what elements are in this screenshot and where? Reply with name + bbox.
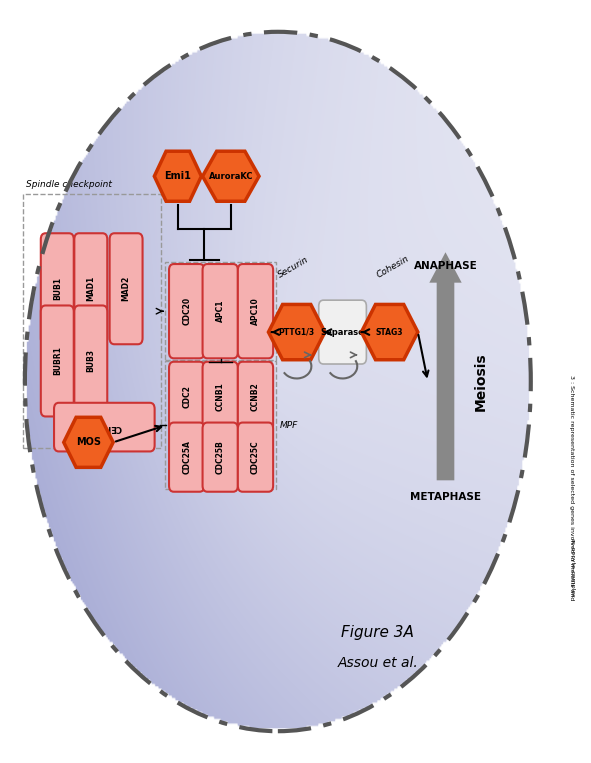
Text: CCNB1: CCNB1 — [216, 382, 225, 410]
Text: APC10: APC10 — [251, 298, 260, 325]
Polygon shape — [64, 417, 113, 467]
Text: MPF: MPF — [280, 420, 298, 430]
Text: APC1: APC1 — [216, 300, 225, 323]
Text: ANAPHASE: ANAPHASE — [414, 261, 478, 272]
FancyBboxPatch shape — [203, 264, 238, 359]
Text: AuroraKC: AuroraKC — [209, 172, 253, 181]
Text: CDC25A: CDC25A — [182, 440, 191, 474]
FancyBboxPatch shape — [203, 362, 238, 431]
FancyBboxPatch shape — [238, 264, 273, 359]
FancyBboxPatch shape — [41, 305, 74, 417]
FancyBboxPatch shape — [169, 264, 204, 359]
FancyBboxPatch shape — [319, 300, 366, 364]
FancyArrow shape — [429, 253, 462, 481]
Text: 3 : Schematic representation of selected genes involved in meiosis and: 3 : Schematic representation of selected… — [570, 375, 574, 600]
Text: Cohesin: Cohesin — [375, 253, 410, 279]
Polygon shape — [203, 151, 259, 201]
Polygon shape — [154, 151, 202, 201]
Text: Emi1: Emi1 — [164, 171, 191, 182]
Text: STAG3: STAG3 — [376, 327, 404, 336]
Text: CDC25B: CDC25B — [216, 440, 225, 474]
Text: MOS: MOS — [76, 437, 101, 447]
FancyBboxPatch shape — [74, 305, 108, 417]
Text: Securin: Securin — [277, 255, 311, 279]
Text: BUB3: BUB3 — [86, 349, 95, 372]
Text: MAD2: MAD2 — [122, 276, 131, 301]
Text: MAD1: MAD1 — [86, 276, 95, 301]
Text: CDC20: CDC20 — [182, 297, 191, 325]
FancyBboxPatch shape — [238, 423, 273, 491]
Text: BUB1: BUB1 — [53, 277, 62, 301]
Text: CENP-E: CENP-E — [87, 423, 121, 432]
Text: Spindle checkpoint: Spindle checkpoint — [25, 180, 111, 189]
Text: METAPHASE: METAPHASE — [410, 491, 481, 502]
FancyBboxPatch shape — [109, 233, 142, 344]
Text: CDC2: CDC2 — [182, 385, 191, 407]
FancyBboxPatch shape — [203, 423, 238, 491]
Text: Separase: Separase — [321, 327, 365, 336]
FancyBboxPatch shape — [41, 233, 74, 344]
FancyBboxPatch shape — [74, 233, 108, 344]
Polygon shape — [361, 304, 418, 359]
FancyBboxPatch shape — [54, 403, 155, 452]
Text: CDC25C: CDC25C — [251, 440, 260, 474]
Text: Assou et al.: Assou et al. — [337, 655, 418, 670]
FancyBboxPatch shape — [238, 362, 273, 431]
Text: as-oocyte-complex: as-oocyte-complex — [570, 538, 574, 597]
Polygon shape — [268, 304, 325, 359]
Text: CCNB2: CCNB2 — [251, 382, 260, 410]
Text: BUBR1: BUBR1 — [53, 346, 62, 375]
Text: Figure 3A: Figure 3A — [342, 625, 414, 640]
Text: Meiosis: Meiosis — [474, 353, 488, 410]
Text: PTTG1/3: PTTG1/3 — [278, 327, 315, 336]
FancyBboxPatch shape — [169, 362, 204, 431]
FancyBboxPatch shape — [169, 423, 204, 491]
